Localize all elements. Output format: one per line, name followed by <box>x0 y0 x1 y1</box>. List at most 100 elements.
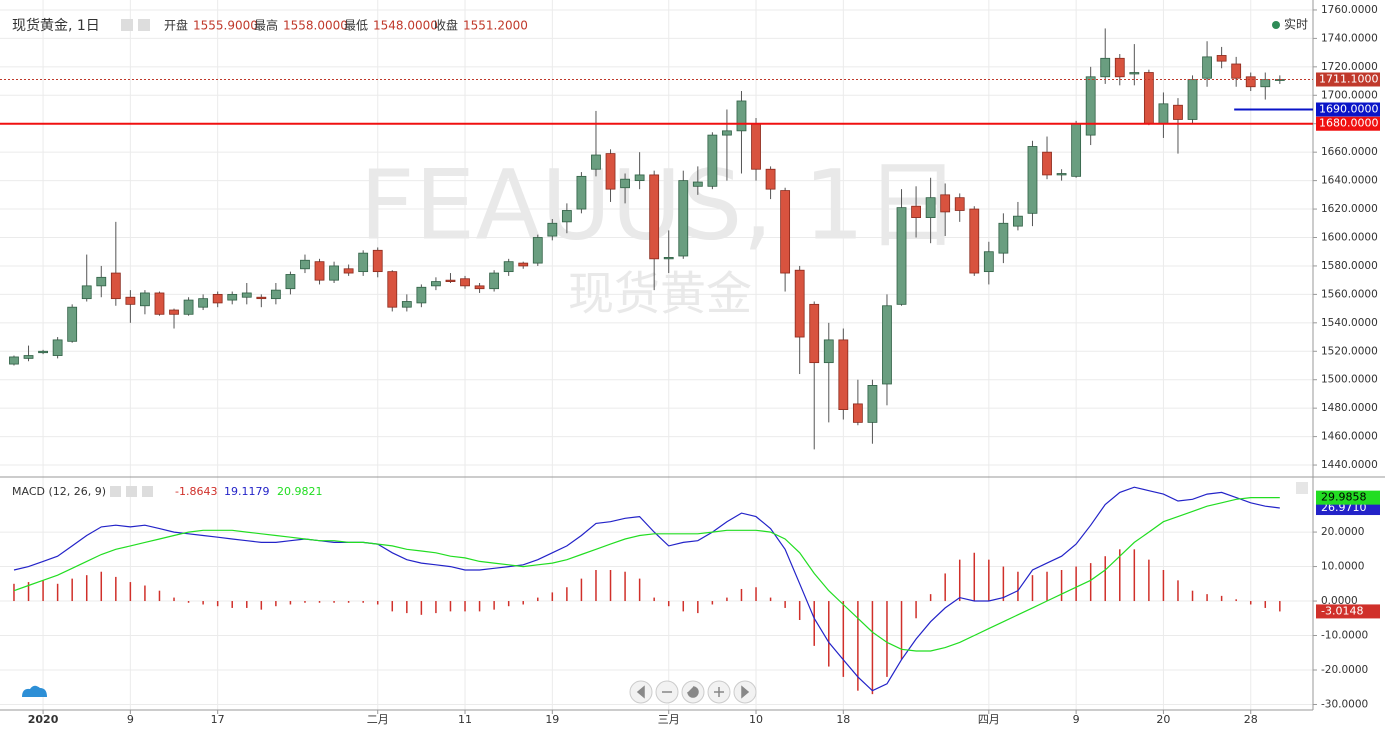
symbol-title: 现货黄金, 1日 <box>12 17 100 34</box>
macd-histogram-bar <box>1249 601 1252 605</box>
candle-body <box>998 222 1009 254</box>
macd-histogram-bar <box>187 601 190 603</box>
candle-body <box>23 355 34 359</box>
add-button[interactable] <box>1296 482 1308 494</box>
macd-histogram-bar <box>202 601 204 605</box>
macd-histogram-bar <box>1235 599 1237 602</box>
candle-body <box>256 296 267 300</box>
macd-histogram-bar <box>1060 570 1063 602</box>
y-tick-label: 1760.0000 <box>1321 4 1378 16</box>
candle-body <box>372 249 383 273</box>
icon[interactable] <box>126 486 137 497</box>
macd-histogram-bar <box>740 588 743 602</box>
macd-histogram-bar <box>435 601 437 614</box>
candle-body <box>154 292 165 315</box>
candle-body <box>503 261 514 273</box>
macd-header-value: 20.9821 <box>277 485 323 498</box>
candle-body <box>911 205 921 218</box>
candle-body <box>736 100 747 132</box>
x-tick-label: 19 <box>545 713 559 726</box>
macd-histogram-bar <box>958 559 961 602</box>
icon[interactable] <box>142 486 153 497</box>
candle-body <box>300 259 310 270</box>
candle-body <box>896 207 907 305</box>
candle-body <box>532 237 543 264</box>
field-value: 1551.2000 <box>463 19 528 33</box>
macd-histogram-bar <box>347 601 350 603</box>
y-tick-label: 1600.0000 <box>1321 232 1378 244</box>
macd-histogram-bar <box>580 578 583 602</box>
candle-body <box>1216 55 1227 62</box>
y-tick-label: 1460.0000 <box>1321 431 1378 443</box>
candle-body <box>227 293 238 301</box>
candle-body <box>460 278 470 287</box>
macd-histogram-bar <box>638 578 641 602</box>
candle-body <box>983 251 994 273</box>
macd-histogram-bar <box>871 601 874 695</box>
candle-body <box>823 339 834 364</box>
macd-histogram-bar <box>275 601 277 607</box>
macd-histogram-bar <box>333 601 335 603</box>
x-tick-label: 11 <box>458 713 472 726</box>
candle-body <box>954 197 965 211</box>
macd-histogram-bar <box>115 576 117 602</box>
candle-body <box>96 276 107 287</box>
candle-body <box>576 175 587 210</box>
macd-histogram-bar <box>1089 563 1092 602</box>
macd-line <box>13 486 1280 692</box>
macd-histogram-bar <box>1220 595 1223 602</box>
price-label: 1690.0000 <box>1319 103 1379 116</box>
macd-histogram-bar <box>216 601 219 607</box>
candle-body <box>707 134 718 187</box>
candle-body <box>794 269 805 338</box>
macd-histogram-bar <box>420 601 423 615</box>
macd-line <box>13 497 1280 652</box>
macd-histogram-bar <box>478 601 481 612</box>
candle-body <box>1158 103 1169 125</box>
y-tick-label: -10.0000 <box>1321 630 1368 642</box>
macd-histogram-bar <box>493 601 495 610</box>
macd-histogram-bar <box>71 578 73 602</box>
icon[interactable] <box>110 486 121 497</box>
field-value: 1558.0000 <box>283 19 348 33</box>
x-tick-label: 28 <box>1244 713 1258 726</box>
candle-body <box>285 274 296 290</box>
candle-body <box>692 181 703 187</box>
macd-last-box <box>1316 604 1380 619</box>
candle-body <box>940 194 951 213</box>
y-tick-label: 1540.0000 <box>1321 317 1378 329</box>
candle-body <box>1027 146 1038 214</box>
candle-body <box>1202 56 1212 79</box>
candle-body <box>605 153 616 190</box>
macd-histogram-bar <box>813 601 815 646</box>
macd-histogram-bar <box>449 601 452 612</box>
y-tick-label: 1580.0000 <box>1321 260 1378 272</box>
x-tick-label: 9 <box>127 713 134 726</box>
live-status: 实时 <box>1284 17 1308 32</box>
macd-histogram-bar <box>944 573 946 602</box>
macd-histogram-bar <box>682 601 685 612</box>
candle-body <box>140 292 150 307</box>
macd-histogram-bar <box>842 601 845 677</box>
candle-body <box>358 252 369 273</box>
candle-body <box>1085 76 1096 136</box>
macd-histogram-bar <box>1133 549 1136 602</box>
nav-controls <box>629 680 757 704</box>
nav-icons <box>636 685 750 699</box>
icon[interactable] <box>121 19 133 31</box>
icon[interactable] <box>138 19 150 31</box>
candle-body <box>489 272 500 290</box>
macd-histogram-bar <box>1148 559 1150 602</box>
macd-histogram-bar <box>798 601 801 620</box>
x-tick-label: 四月 <box>978 713 1000 726</box>
macd-histogram-bar <box>624 571 626 602</box>
macd-histogram-bar <box>828 601 830 667</box>
macd-histogram-bar <box>973 552 976 602</box>
candle-body <box>329 265 339 281</box>
candle-body <box>867 385 878 423</box>
macd-histogram-bar <box>376 601 379 605</box>
candle-body <box>183 299 194 315</box>
